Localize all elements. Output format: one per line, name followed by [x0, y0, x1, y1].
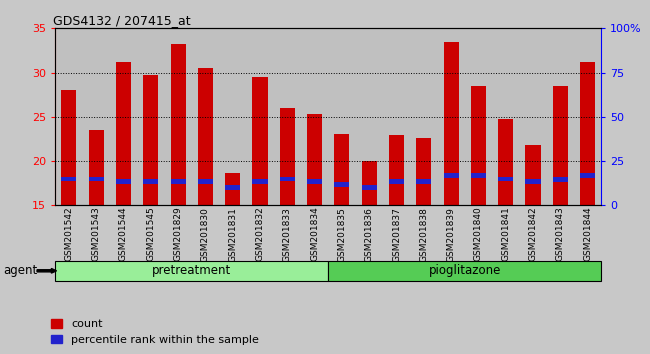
Bar	[88, 130, 104, 205]
Bar	[164, 28, 192, 205]
Bar	[519, 28, 547, 205]
Bar	[137, 28, 164, 205]
Bar	[389, 135, 404, 205]
Bar	[437, 28, 465, 205]
Bar	[219, 28, 246, 205]
Bar	[83, 28, 110, 205]
Bar	[198, 68, 213, 205]
Bar	[116, 179, 131, 184]
Bar	[328, 28, 356, 205]
Bar	[143, 75, 159, 205]
Bar	[356, 28, 383, 205]
Bar	[525, 145, 541, 205]
Text: pioglitazone: pioglitazone	[428, 264, 501, 277]
Bar	[580, 62, 595, 205]
Bar	[334, 133, 350, 205]
Bar	[280, 108, 295, 205]
FancyBboxPatch shape	[328, 261, 601, 281]
Bar	[525, 179, 541, 184]
Bar	[252, 179, 268, 184]
Bar	[110, 28, 137, 205]
Bar	[307, 179, 322, 184]
Bar	[170, 44, 186, 205]
Bar	[498, 177, 514, 181]
Bar	[334, 182, 350, 187]
Bar	[580, 173, 595, 178]
Bar	[274, 28, 301, 205]
Bar	[61, 90, 77, 205]
Bar	[547, 28, 574, 205]
Bar	[170, 179, 186, 184]
Bar	[55, 28, 83, 205]
Bar	[471, 86, 486, 205]
Bar	[192, 28, 219, 205]
Bar	[552, 177, 568, 182]
Bar	[225, 172, 240, 205]
Bar	[498, 120, 514, 205]
Bar	[252, 77, 268, 205]
Bar	[465, 28, 492, 205]
Bar	[416, 179, 432, 184]
Bar	[246, 28, 274, 205]
Bar	[361, 185, 377, 190]
Bar	[471, 173, 486, 178]
Bar	[280, 177, 295, 181]
Bar	[143, 179, 159, 184]
Bar	[116, 62, 131, 205]
Bar	[383, 28, 410, 205]
Bar	[443, 42, 459, 205]
Bar	[574, 28, 601, 205]
Legend: count, percentile rank within the sample: count, percentile rank within the sample	[51, 319, 259, 345]
Bar	[198, 179, 213, 184]
Text: pretreatment: pretreatment	[152, 264, 231, 277]
Bar	[389, 179, 404, 184]
Bar	[301, 28, 328, 205]
Bar	[361, 161, 377, 205]
Bar	[61, 177, 77, 181]
FancyBboxPatch shape	[55, 261, 328, 281]
Bar	[225, 185, 240, 190]
Bar	[88, 177, 104, 181]
Text: agent: agent	[3, 264, 38, 277]
Bar	[492, 28, 519, 205]
Bar	[552, 86, 568, 205]
Text: GDS4132 / 207415_at: GDS4132 / 207415_at	[53, 14, 190, 27]
Bar	[416, 138, 432, 205]
Bar	[307, 114, 322, 205]
Bar	[443, 173, 459, 178]
Bar	[410, 28, 437, 205]
